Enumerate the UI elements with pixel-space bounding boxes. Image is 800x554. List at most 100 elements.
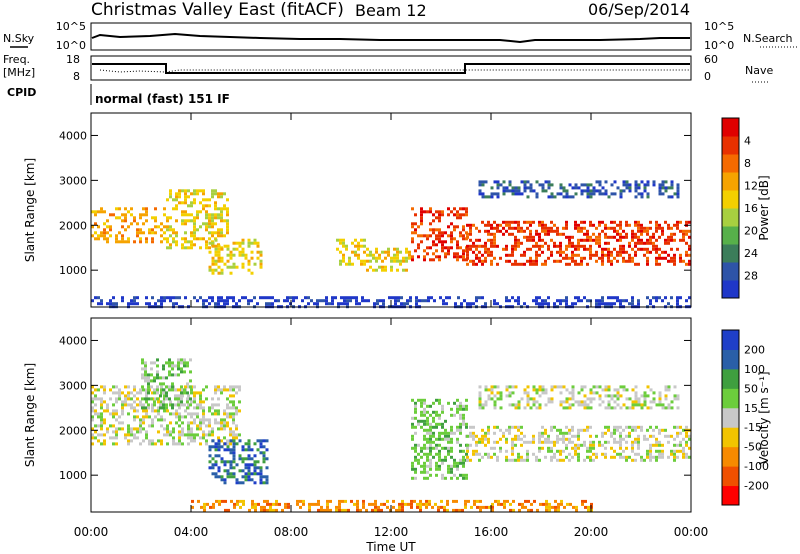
power-cell-6 [646, 250, 649, 254]
velocity-cell-1 [189, 358, 192, 362]
velocity-cell-4 [520, 425, 523, 429]
velocity-cell-6 [401, 502, 404, 506]
velocity-cell-4 [652, 428, 655, 432]
power-cell-7 [601, 192, 605, 196]
velocity-cell-5 [664, 394, 668, 398]
velocity-cell-3 [414, 416, 417, 420]
power-cell-6 [610, 220, 613, 224]
velocity-cell-4 [466, 443, 469, 447]
nsky-trace [91, 32, 690, 44]
velocity-cell-4 [604, 425, 607, 429]
power-cell-0 [103, 210, 106, 214]
power-cell-8 [217, 302, 220, 306]
velocity-cell-4 [607, 425, 610, 429]
velocity-cell-3 [447, 449, 450, 453]
power-cell-6 [613, 247, 616, 251]
power-cell-8 [307, 302, 310, 306]
power-cell-6 [547, 229, 550, 233]
velocity-cell-6 [551, 505, 554, 509]
velocity-cell-5 [526, 397, 530, 401]
power-cell-6 [595, 250, 598, 254]
velocity-cell-2 [262, 460, 266, 464]
velocity-cell-4 [586, 449, 589, 453]
power-cell-5 [459, 255, 462, 259]
velocity-cell-3 [462, 476, 465, 480]
power-cell-1 [193, 198, 196, 202]
power-cell-7 [628, 189, 632, 193]
power-cell-1 [205, 240, 208, 244]
velocity-cell-0 [193, 433, 196, 437]
velocity-cell-4 [562, 449, 565, 453]
power-cell-8 [145, 302, 148, 306]
power-cell-8 [241, 296, 244, 300]
velocity-cell-6 [455, 499, 458, 503]
freq-label-2: [MHz] [3, 66, 35, 79]
power-cell-8 [577, 299, 580, 303]
velocity-cell-3 [438, 455, 441, 459]
velocity-cell-3 [423, 410, 426, 414]
power-cell-7 [580, 189, 584, 193]
power-cell-6 [508, 220, 511, 224]
velocity-cell-6 [530, 508, 533, 512]
velocity-cell-3 [435, 452, 438, 456]
power-cell-5 [417, 234, 420, 238]
power-cell-6 [556, 226, 559, 230]
velocity-cell-0 [199, 391, 202, 395]
velocity-cell-4 [652, 443, 655, 447]
velocity-cell-2 [247, 463, 251, 467]
velocity-cell-4 [568, 440, 571, 444]
power-cell-8 [577, 296, 580, 300]
velocity-cell-1 [177, 361, 180, 365]
power-cell-8 [463, 299, 466, 303]
power-cell-6 [526, 247, 529, 251]
power-cell-8 [541, 302, 544, 306]
power-cell-6 [469, 232, 472, 236]
velocity-cell-3 [450, 449, 453, 453]
velocity-cell-2 [247, 475, 251, 479]
velocity-cell-4 [550, 440, 553, 444]
velocity-cell-3 [414, 431, 417, 435]
velocity-cell-5 [583, 400, 587, 404]
velocity-cell-0 [226, 439, 229, 443]
velocity-cell-0 [175, 412, 178, 416]
power-cell-4 [378, 265, 381, 269]
power-cell-6 [505, 223, 508, 227]
velocity-cell-6 [545, 502, 548, 506]
power-cell-7 [529, 186, 533, 190]
power-cell-6 [514, 241, 517, 245]
velocity-cell-4 [496, 458, 499, 462]
power-cell-6 [469, 226, 472, 230]
power-cell-7 [523, 186, 527, 190]
power-cell-3 [354, 244, 357, 248]
velocity-cell-4 [568, 452, 571, 456]
velocity-cell-3 [462, 458, 465, 462]
velocity-cell-4 [619, 443, 622, 447]
power-cell-6 [655, 226, 658, 230]
velocity-cell-6 [284, 505, 287, 509]
power-cell-7 [658, 183, 662, 187]
velocity-cell-0 [115, 391, 118, 395]
power-cell-6 [649, 241, 652, 245]
power-cell-1 [181, 213, 184, 217]
power-cell-0 [124, 207, 127, 211]
velocity-cell-0 [235, 409, 238, 413]
power-cell-8 [337, 302, 340, 306]
velocity-cell-4 [637, 434, 640, 438]
velocity-cell-4 [484, 437, 487, 441]
power-cell-8 [595, 302, 598, 306]
power-cell-0 [115, 216, 118, 220]
velocity-cell-5 [634, 391, 638, 395]
power-cell-6 [520, 253, 523, 257]
velocity-cell-0 [178, 439, 181, 443]
velocity-cell-5 [484, 400, 488, 404]
velocity-cell-4 [637, 446, 640, 450]
velocity-cell-1 [150, 379, 153, 383]
velocity-cell-0 [133, 418, 136, 422]
power-cell-6 [469, 244, 472, 248]
velocity-cell-3 [414, 407, 417, 411]
velocity-cell-0 [94, 397, 97, 401]
velocity-cell-2 [265, 481, 269, 485]
power-cell-6 [514, 226, 517, 230]
power-cell-7 [592, 192, 596, 196]
velocity-cell-2 [244, 478, 248, 482]
